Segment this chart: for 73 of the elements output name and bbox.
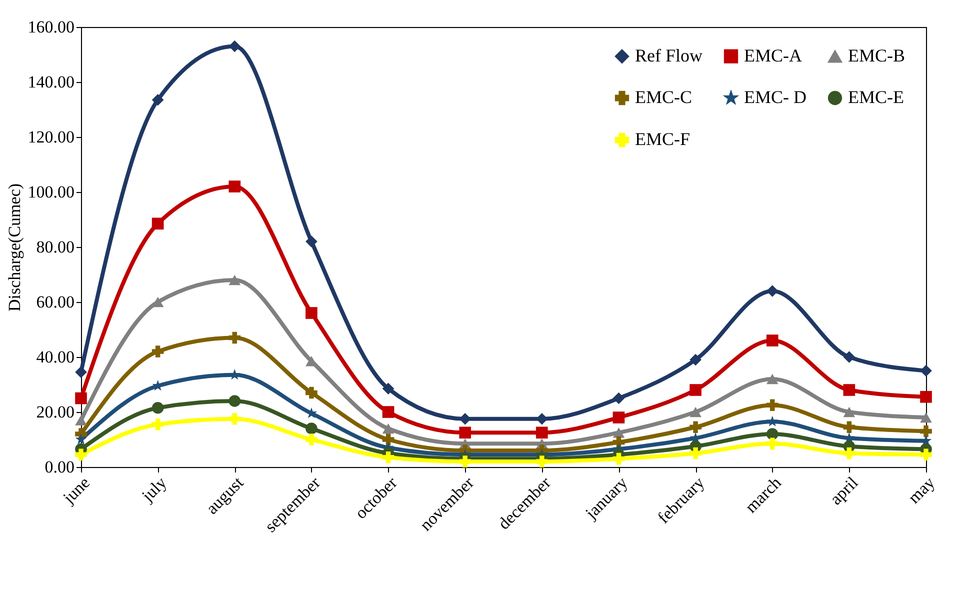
point <box>690 384 702 396</box>
point <box>152 346 164 358</box>
point <box>766 374 778 384</box>
point <box>920 412 932 423</box>
point <box>766 399 778 412</box>
point <box>382 423 394 434</box>
point <box>690 421 702 434</box>
point <box>843 421 856 434</box>
point <box>306 386 318 399</box>
point <box>843 447 856 460</box>
point <box>920 448 932 461</box>
point <box>459 456 472 468</box>
point <box>766 334 778 346</box>
point <box>306 422 318 434</box>
x-tick-label: july <box>137 472 171 506</box>
y-tick-label: 60.00 <box>36 292 74 312</box>
y-tick-label: 100.00 <box>28 182 74 202</box>
point <box>75 415 87 426</box>
point <box>536 456 548 468</box>
point <box>920 364 932 377</box>
y-axis-title: Discharge(Cumec) <box>4 183 24 312</box>
point <box>843 384 856 396</box>
point <box>306 236 318 248</box>
point <box>306 434 318 446</box>
point <box>766 428 778 440</box>
point <box>152 402 164 414</box>
point <box>75 366 87 378</box>
legend-label: EMC-A <box>744 45 802 66</box>
legend-label: EMC-E <box>848 87 904 107</box>
point <box>306 307 318 319</box>
y-tick-label: 80.00 <box>36 238 74 256</box>
point <box>228 395 241 407</box>
point <box>920 425 932 438</box>
point <box>152 218 164 230</box>
point <box>75 434 87 444</box>
y-tick-label: 140.00 <box>28 72 74 92</box>
point <box>690 354 702 366</box>
legend-label: EMC-C <box>635 87 692 107</box>
x-tick-label: may <box>904 472 939 508</box>
point <box>612 392 625 404</box>
point <box>690 447 702 460</box>
point <box>920 390 932 403</box>
legend-label: Ref Flow <box>635 45 702 66</box>
point <box>75 392 87 404</box>
legend-label: EMC-F <box>635 129 690 149</box>
point <box>766 438 778 450</box>
point <box>536 426 548 439</box>
legend-label: EMC-B <box>848 46 906 66</box>
legend-label: EMC- D <box>744 87 806 107</box>
point <box>843 351 856 363</box>
point <box>152 418 164 430</box>
x-tick-label: april <box>826 472 862 509</box>
point <box>843 406 856 418</box>
point <box>459 426 472 439</box>
point <box>766 416 778 426</box>
y-tick-label: 40.00 <box>36 348 74 366</box>
y-tick-label: 120.00 <box>28 128 74 146</box>
point <box>382 434 394 446</box>
point <box>766 285 778 297</box>
point <box>382 382 394 395</box>
point <box>228 274 241 286</box>
point <box>612 452 625 465</box>
y-tick-label: 20.00 <box>36 402 74 422</box>
point <box>228 332 241 344</box>
point <box>382 451 394 464</box>
point <box>382 406 394 418</box>
point <box>690 406 702 418</box>
point <box>75 448 87 461</box>
point <box>152 94 164 106</box>
point <box>228 180 241 192</box>
point <box>612 412 625 424</box>
point <box>228 412 241 425</box>
y-tick-label: 160.00 <box>28 18 74 36</box>
